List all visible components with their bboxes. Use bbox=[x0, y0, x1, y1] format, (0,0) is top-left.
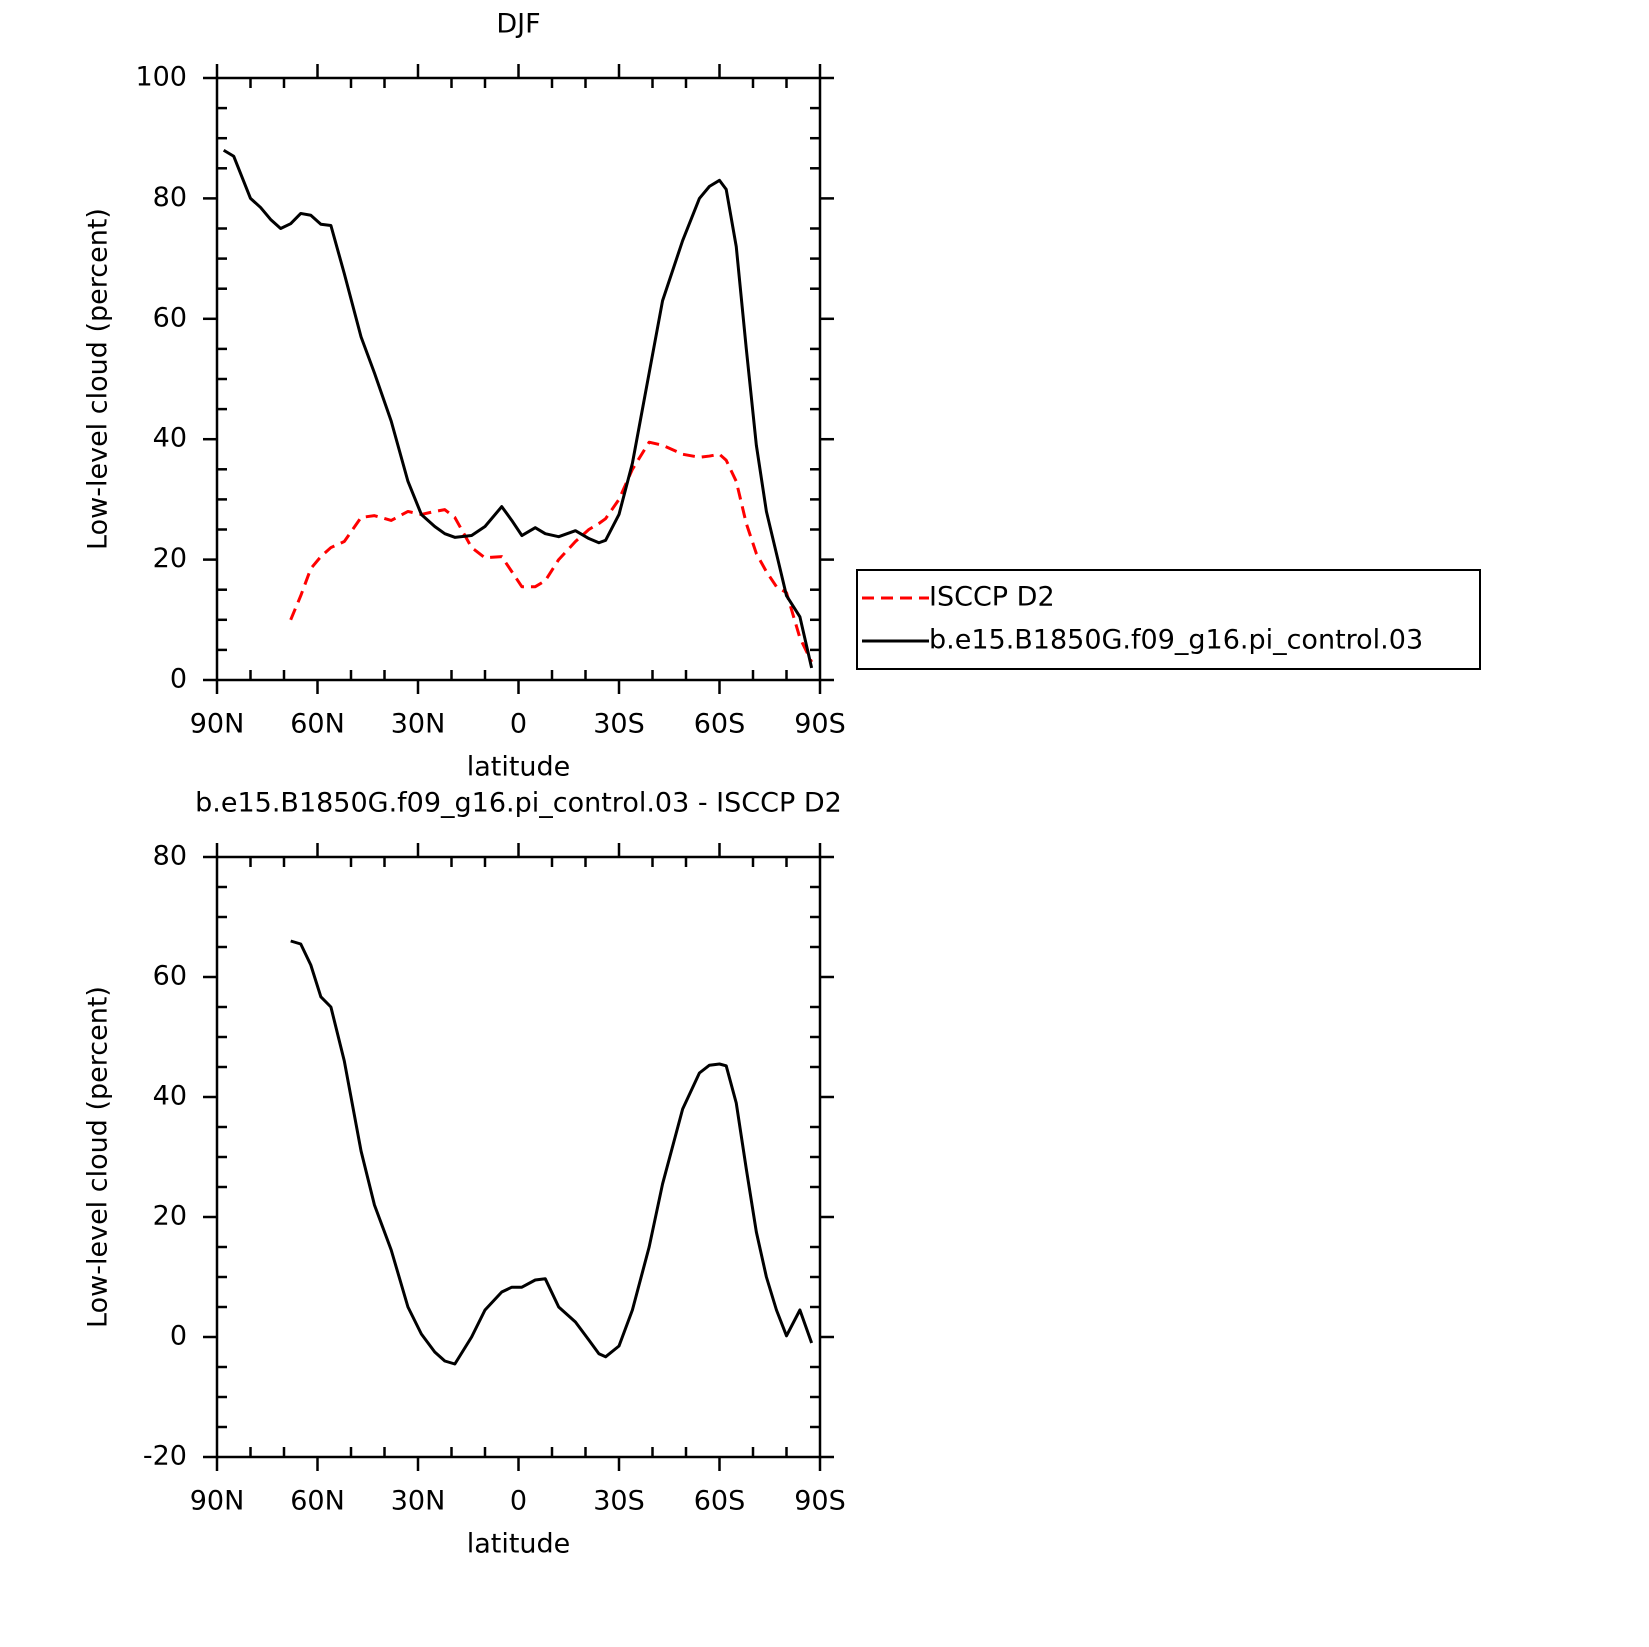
y-tick-label: 20 bbox=[153, 1201, 187, 1232]
legend-label: ISCCP D2 bbox=[929, 582, 1055, 613]
y-tick-label: 0 bbox=[170, 1321, 187, 1352]
x-axis-label: latitude bbox=[467, 1529, 571, 1560]
x-tick-label: 60N bbox=[290, 709, 345, 740]
data-line bbox=[289, 440, 813, 663]
y-tick-label: 40 bbox=[153, 423, 187, 454]
y-tick-label: 0 bbox=[170, 664, 187, 695]
chart-title: b.e15.B1850G.f09_g16.pi_control.03 - ISC… bbox=[195, 788, 842, 819]
y-tick-label: 100 bbox=[135, 62, 187, 93]
x-tick-label: 90N bbox=[190, 1486, 245, 1517]
y-axis-label: Low-level cloud (percent) bbox=[83, 986, 114, 1328]
legend-label: b.e15.B1850G.f09_g16.pi_control.03 bbox=[929, 625, 1423, 656]
x-tick-label: 30N bbox=[391, 709, 446, 740]
x-tick-label: 90S bbox=[794, 709, 846, 740]
y-tick-label: 20 bbox=[153, 543, 187, 574]
x-tick-label: 30S bbox=[593, 709, 645, 740]
plot-frame bbox=[215, 855, 822, 1459]
y-tick-label: 40 bbox=[153, 1081, 187, 1112]
x-tick-label: 0 bbox=[510, 1486, 527, 1517]
x-tick-label: 90N bbox=[190, 709, 245, 740]
data-line bbox=[290, 939, 814, 1366]
y-tick-label: -20 bbox=[143, 1441, 187, 1472]
x-tick-label: 60S bbox=[694, 1486, 746, 1517]
plot-frame bbox=[215, 76, 822, 682]
x-tick-label: 30S bbox=[593, 1486, 645, 1517]
y-tick-label: 80 bbox=[153, 841, 187, 872]
x-tick-label: 60N bbox=[290, 1486, 345, 1517]
y-tick-label: 80 bbox=[153, 182, 187, 213]
x-tick-label: 30N bbox=[391, 1486, 446, 1517]
x-tick-label: 60S bbox=[694, 709, 746, 740]
x-tick-label: 90S bbox=[794, 1486, 846, 1517]
legend-box bbox=[856, 569, 1481, 670]
data-line bbox=[222, 148, 814, 669]
y-tick-label: 60 bbox=[153, 961, 187, 992]
chart-title: DJF bbox=[496, 9, 540, 40]
y-axis-label: Low-level cloud (percent) bbox=[83, 208, 114, 550]
x-tick-label: 0 bbox=[510, 709, 527, 740]
x-axis-label: latitude bbox=[467, 752, 571, 783]
y-tick-label: 60 bbox=[153, 302, 187, 333]
